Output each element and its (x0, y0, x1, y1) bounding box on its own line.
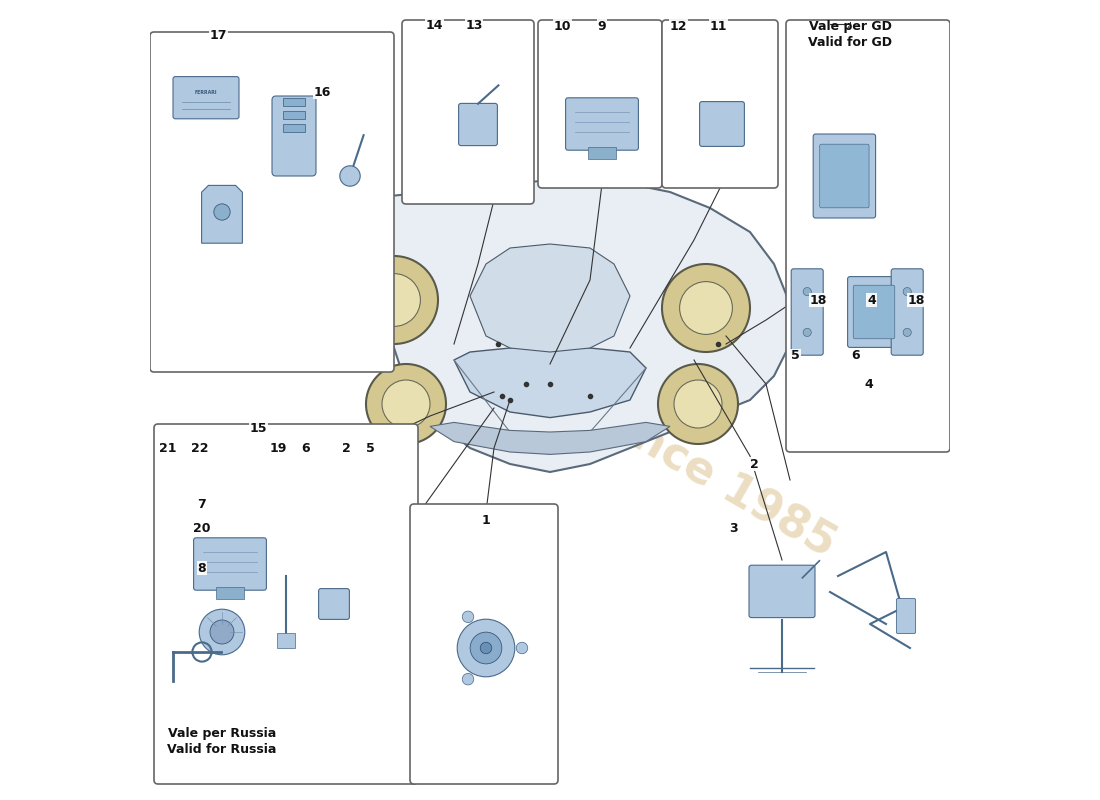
Circle shape (462, 611, 474, 622)
FancyBboxPatch shape (565, 98, 638, 150)
FancyBboxPatch shape (791, 269, 823, 355)
Text: 10: 10 (553, 20, 571, 33)
Text: 2: 2 (749, 458, 758, 470)
Text: 22: 22 (191, 442, 208, 454)
FancyBboxPatch shape (173, 77, 239, 118)
FancyBboxPatch shape (749, 565, 815, 618)
Circle shape (903, 287, 911, 296)
FancyBboxPatch shape (538, 20, 662, 188)
FancyBboxPatch shape (194, 538, 266, 590)
Text: 6: 6 (851, 350, 860, 362)
Text: 16: 16 (314, 86, 331, 98)
Circle shape (516, 642, 528, 654)
Circle shape (470, 632, 502, 664)
Text: 21: 21 (158, 442, 176, 454)
FancyBboxPatch shape (896, 598, 915, 634)
FancyBboxPatch shape (662, 20, 778, 188)
Text: 11: 11 (710, 20, 727, 33)
Circle shape (481, 642, 492, 654)
Text: eeuropauto.de since 1985: eeuropauto.de since 1985 (256, 202, 844, 566)
Text: 7: 7 (198, 498, 207, 510)
Text: 15: 15 (250, 422, 266, 434)
Text: 17: 17 (209, 29, 227, 42)
Circle shape (382, 380, 430, 428)
Bar (277, 633, 295, 648)
FancyBboxPatch shape (848, 277, 901, 347)
FancyBboxPatch shape (820, 144, 869, 208)
Text: 3: 3 (729, 522, 738, 534)
FancyBboxPatch shape (459, 103, 497, 146)
Polygon shape (430, 422, 670, 454)
Bar (588, 147, 616, 159)
Circle shape (662, 264, 750, 352)
Circle shape (458, 619, 515, 677)
Text: 13: 13 (465, 19, 483, 32)
Text: 5: 5 (791, 350, 800, 362)
Circle shape (462, 674, 474, 685)
Circle shape (213, 204, 230, 220)
Circle shape (803, 328, 812, 337)
Circle shape (367, 274, 420, 326)
Circle shape (658, 364, 738, 444)
Text: Vale per GD
Valid for GD: Vale per GD Valid for GD (808, 20, 892, 49)
Polygon shape (310, 180, 790, 472)
Text: 4: 4 (864, 378, 872, 390)
Circle shape (803, 287, 812, 296)
FancyBboxPatch shape (410, 504, 558, 784)
Bar (283, 124, 305, 133)
Text: 2: 2 (342, 442, 351, 454)
Text: 20: 20 (194, 522, 211, 534)
Text: 5: 5 (365, 442, 374, 454)
Text: 8: 8 (198, 562, 207, 574)
Circle shape (903, 328, 911, 337)
Text: 18: 18 (908, 294, 925, 306)
Text: FERRARI: FERRARI (195, 90, 218, 94)
Text: 9: 9 (597, 20, 606, 33)
Text: 19: 19 (270, 442, 287, 454)
FancyBboxPatch shape (786, 20, 950, 452)
Circle shape (366, 364, 446, 444)
Polygon shape (454, 346, 646, 418)
Text: 6: 6 (301, 442, 310, 454)
FancyBboxPatch shape (272, 96, 316, 176)
FancyBboxPatch shape (402, 20, 534, 204)
Circle shape (340, 166, 360, 186)
Text: 4: 4 (867, 294, 876, 306)
FancyBboxPatch shape (154, 424, 418, 784)
Text: Vale per Russia
Valid for Russia: Vale per Russia Valid for Russia (167, 727, 277, 756)
FancyBboxPatch shape (319, 589, 350, 619)
Bar (283, 98, 305, 106)
Bar (217, 587, 243, 599)
FancyBboxPatch shape (813, 134, 876, 218)
Polygon shape (201, 186, 242, 243)
FancyBboxPatch shape (150, 32, 394, 372)
FancyBboxPatch shape (700, 102, 745, 146)
Bar (283, 111, 305, 119)
Polygon shape (470, 244, 630, 352)
Circle shape (350, 256, 438, 344)
FancyBboxPatch shape (854, 286, 894, 339)
Text: 12: 12 (669, 20, 686, 33)
Text: 1: 1 (482, 514, 491, 526)
Circle shape (199, 610, 245, 654)
FancyBboxPatch shape (891, 269, 923, 355)
Circle shape (210, 620, 234, 644)
Text: 14: 14 (426, 19, 442, 32)
Circle shape (674, 380, 722, 428)
Circle shape (680, 282, 733, 334)
Text: 18: 18 (810, 294, 827, 306)
